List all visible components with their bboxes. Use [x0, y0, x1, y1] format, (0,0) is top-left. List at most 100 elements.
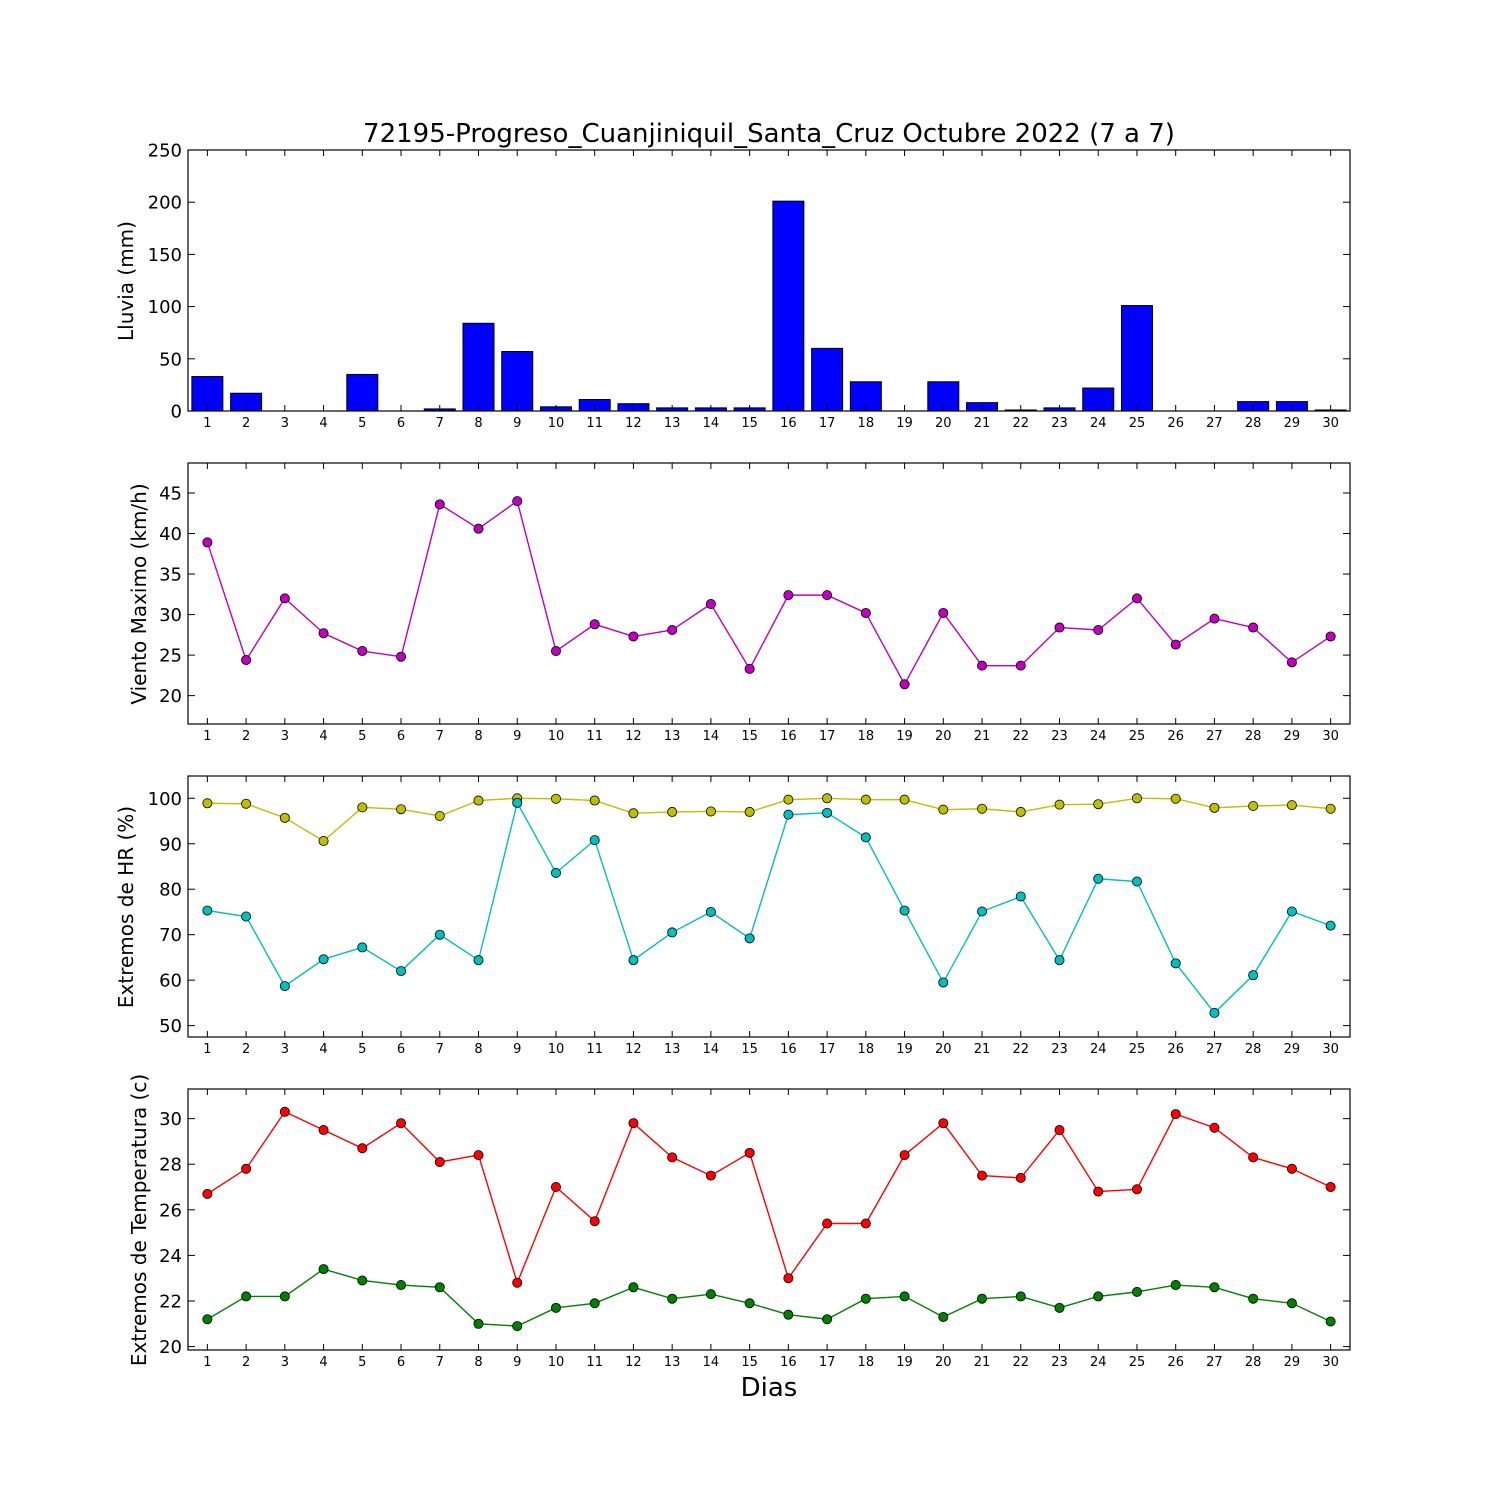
point-series-1-day-28 — [1248, 801, 1259, 812]
point-series-1-day-22 — [1015, 806, 1026, 817]
point-series-1-day-23 — [1054, 1125, 1065, 1136]
x-tick-label: 17 — [819, 729, 836, 744]
x-tick-label: 6 — [397, 1042, 405, 1057]
y-tick-label: 25 — [159, 646, 182, 667]
point-series-1-day-8 — [473, 523, 484, 534]
x-tick-label: 4 — [319, 729, 327, 744]
point-series-1-day-10 — [550, 1182, 561, 1193]
point-series-1-day-24 — [1093, 799, 1104, 810]
point-series-1-day-12 — [628, 631, 639, 642]
x-tick-label: 30 — [1322, 1355, 1339, 1370]
x-tick-label: 24 — [1090, 1355, 1107, 1370]
point-series-2-day-2 — [241, 1291, 252, 1302]
x-tick-label: 23 — [1051, 416, 1068, 431]
x-tick-label: 21 — [974, 1355, 991, 1370]
y-tick-label: 26 — [159, 1200, 182, 1221]
x-tick-label: 9 — [513, 1355, 521, 1370]
point-series-2-day-14 — [705, 1289, 716, 1300]
point-series-1-day-4 — [318, 628, 329, 639]
point-series-1-day-30 — [1325, 1182, 1336, 1193]
x-tick-label: 5 — [358, 729, 366, 744]
x-tick-label: 15 — [741, 1042, 758, 1057]
x-tick-label: 1 — [203, 729, 211, 744]
point-series-2-day-2 — [241, 911, 252, 922]
x-axis-label: Dias — [741, 1373, 798, 1403]
x-tick-label: 24 — [1090, 416, 1107, 431]
x-tick-label: 7 — [436, 729, 444, 744]
x-tick-label: 24 — [1090, 729, 1107, 744]
x-tick-label: 4 — [319, 1042, 327, 1057]
x-tick-label: 3 — [281, 1042, 289, 1057]
point-series-1-day-16 — [783, 590, 794, 601]
point-series-1-day-2 — [241, 654, 252, 665]
point-series-2-day-30 — [1325, 1316, 1336, 1327]
point-series-1-day-18 — [860, 1218, 871, 1229]
point-series-2-day-12 — [628, 955, 639, 966]
x-tick-label: 2 — [242, 1355, 250, 1370]
point-series-1-day-19 — [899, 679, 910, 690]
x-tick-label: 26 — [1167, 416, 1184, 431]
y-tick-label: 70 — [159, 925, 182, 946]
point-series-2-day-23 — [1054, 1302, 1065, 1313]
point-series-1-day-2 — [241, 798, 252, 809]
series-line-2 — [207, 1268, 1331, 1327]
point-series-2-day-24 — [1093, 873, 1104, 884]
point-series-2-day-11 — [589, 1298, 600, 1309]
x-tick-label: 8 — [474, 416, 482, 431]
point-series-1-day-22 — [1015, 660, 1026, 671]
point-series-2-day-14 — [705, 906, 716, 917]
x-tick-label: 28 — [1245, 416, 1262, 431]
x-tick-label: 11 — [586, 729, 603, 744]
point-series-2-day-1 — [202, 1314, 213, 1325]
x-tick-label: 25 — [1129, 416, 1146, 431]
bar-day-5 — [346, 373, 379, 412]
x-tick-label: 22 — [1012, 1355, 1029, 1370]
point-series-2-day-13 — [667, 1293, 678, 1304]
point-series-1-day-10 — [550, 646, 561, 657]
x-tick-label: 3 — [281, 1355, 289, 1370]
y-tick-label: 35 — [159, 565, 182, 586]
axes-frame — [187, 775, 1351, 1038]
x-tick-label: 16 — [780, 729, 797, 744]
point-series-1-day-13 — [667, 624, 678, 635]
point-series-2-day-19 — [899, 905, 910, 916]
point-series-2-day-16 — [783, 809, 794, 820]
series-line-2 — [207, 800, 1331, 1014]
point-series-1-day-30 — [1325, 631, 1336, 642]
x-tick-label: 13 — [664, 1042, 681, 1057]
point-series-1-day-10 — [550, 793, 561, 804]
point-series-2-day-4 — [318, 954, 329, 965]
bar-day-16 — [772, 200, 805, 412]
x-tick-label: 26 — [1167, 1042, 1184, 1057]
point-series-1-day-29 — [1286, 800, 1297, 811]
point-series-1-day-2 — [241, 1163, 252, 1174]
point-series-1-day-14 — [705, 599, 716, 610]
point-series-2-day-11 — [589, 835, 600, 846]
y-axis-label: Lluvia (mm) — [114, 221, 138, 341]
point-series-2-day-27 — [1209, 1007, 1220, 1018]
point-series-2-day-20 — [938, 1311, 949, 1322]
x-tick-label: 5 — [358, 1355, 366, 1370]
point-series-2-day-10 — [550, 1302, 561, 1313]
point-series-2-day-7 — [434, 1282, 445, 1293]
x-tick-label: 17 — [819, 416, 836, 431]
point-series-1-day-5 — [357, 802, 368, 813]
point-series-1-day-27 — [1209, 1122, 1220, 1133]
x-tick-label: 19 — [896, 1042, 913, 1057]
point-series-2-day-26 — [1170, 958, 1181, 969]
point-series-1-day-1 — [202, 1188, 213, 1199]
point-series-1-day-13 — [667, 1152, 678, 1163]
x-tick-label: 19 — [896, 416, 913, 431]
point-series-2-day-15 — [744, 1298, 755, 1309]
point-series-2-day-22 — [1015, 1291, 1026, 1302]
x-tick-label: 23 — [1051, 729, 1068, 744]
point-series-1-day-15 — [744, 806, 755, 817]
point-series-1-day-12 — [628, 1118, 639, 1129]
point-series-2-day-3 — [279, 981, 290, 992]
point-series-2-day-8 — [473, 955, 484, 966]
x-tick-label: 30 — [1322, 416, 1339, 431]
y-tick-label: 90 — [159, 834, 182, 855]
